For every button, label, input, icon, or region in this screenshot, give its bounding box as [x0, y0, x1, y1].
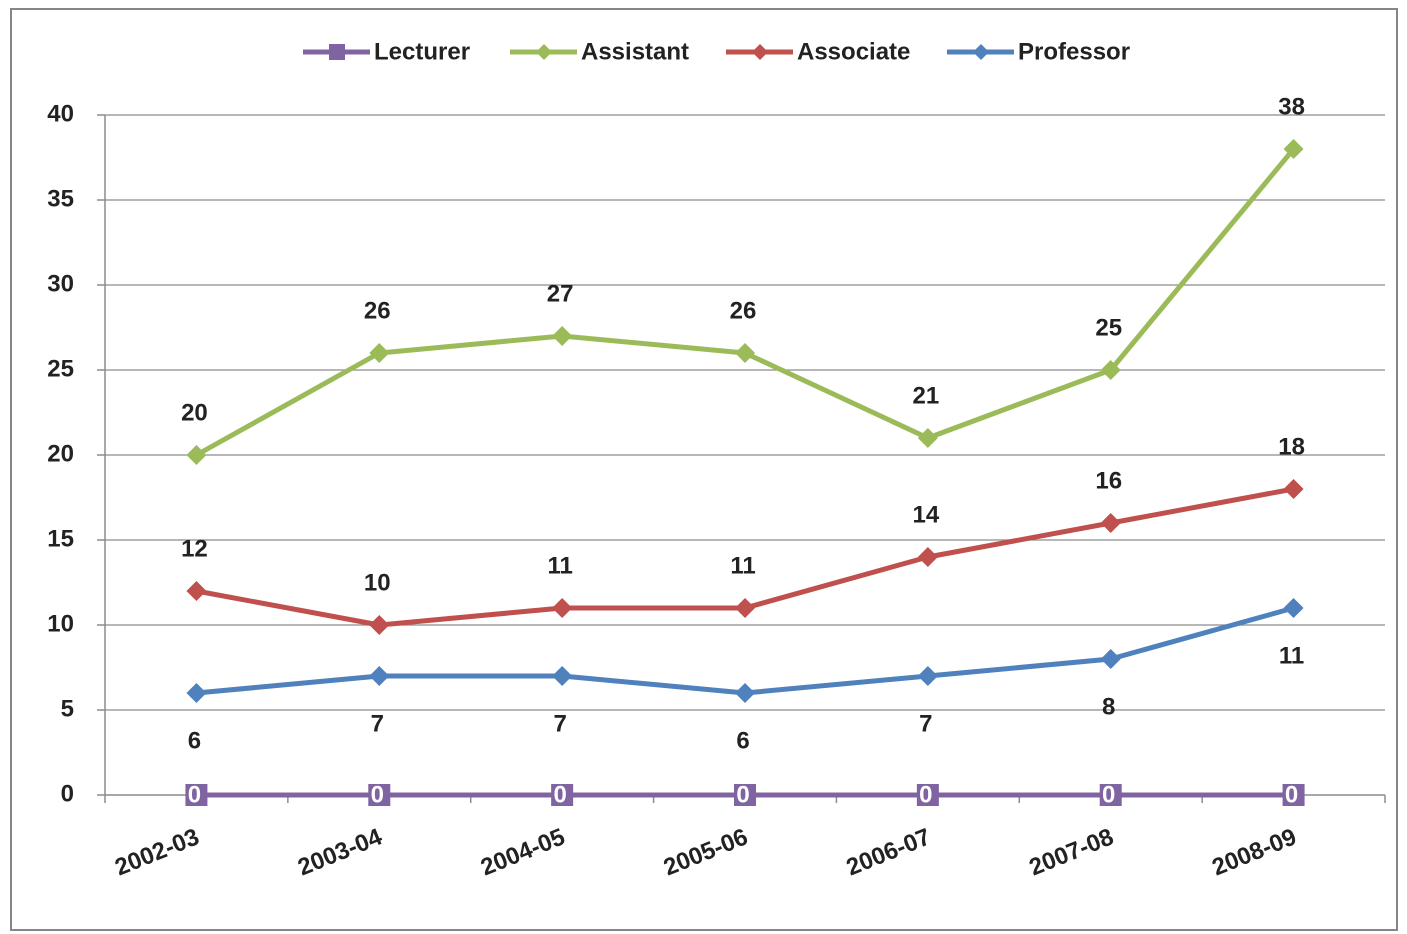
data-label: 27 — [547, 280, 574, 307]
legend-label: Professor — [1018, 38, 1130, 65]
data-label: 20 — [181, 399, 208, 426]
marker — [368, 784, 391, 806]
y-tick-label: 30 — [47, 270, 74, 297]
marker — [551, 784, 574, 806]
y-tick-label: 40 — [47, 100, 74, 127]
marker — [1283, 139, 1304, 159]
data-label: 8 — [1102, 693, 1115, 720]
data-label: 0 — [1102, 781, 1115, 808]
data-label: 7 — [553, 710, 566, 737]
marker — [1283, 598, 1304, 618]
marker — [916, 784, 939, 806]
marker — [1099, 784, 1122, 806]
marker — [735, 683, 755, 703]
data-label: 6 — [736, 727, 749, 754]
data-label: 18 — [1278, 433, 1305, 460]
marker — [1282, 784, 1305, 806]
marker — [369, 615, 390, 635]
legend-label: Lecturer — [374, 38, 470, 65]
data-label: 0 — [371, 781, 384, 808]
y-tick-label: 0 — [61, 780, 74, 807]
data-label: 26 — [364, 297, 391, 324]
data-label: 14 — [913, 501, 940, 528]
data-label: 21 — [913, 382, 940, 409]
data-label: 0 — [919, 781, 932, 808]
data-label: 0 — [736, 781, 749, 808]
data-label: 16 — [1095, 467, 1122, 494]
data-label: 11 — [1279, 642, 1304, 669]
marker — [917, 547, 938, 567]
data-label: 11 — [547, 552, 572, 579]
marker — [369, 343, 390, 363]
data-label: 6 — [188, 727, 201, 754]
data-label: 0 — [553, 781, 566, 808]
y-tick-label: 20 — [47, 440, 74, 467]
legend-label: Assistant — [581, 38, 689, 65]
y-tick-label: 5 — [61, 695, 74, 722]
marker — [917, 428, 938, 448]
marker — [1100, 649, 1121, 669]
marker — [552, 598, 573, 618]
y-tick-label: 15 — [47, 525, 74, 552]
data-label: 11 — [730, 552, 755, 579]
data-label: 0 — [1285, 781, 1298, 808]
data-label: 26 — [730, 297, 757, 324]
data-label: 12 — [181, 535, 208, 562]
data-label: 10 — [364, 569, 391, 596]
marker — [735, 343, 755, 363]
legend-marker — [973, 44, 989, 60]
marker — [734, 784, 756, 806]
y-tick-label: 10 — [47, 610, 74, 637]
data-label: 7 — [371, 710, 384, 737]
marker — [735, 598, 755, 618]
marker — [1100, 360, 1121, 380]
data-label: 0 — [188, 781, 201, 808]
data-label: 7 — [919, 710, 932, 737]
marker — [186, 445, 207, 465]
legend-label: Associate — [797, 38, 910, 65]
legend-marker — [329, 44, 345, 60]
marker — [1283, 479, 1304, 499]
data-label: 25 — [1095, 314, 1122, 341]
chart-border — [10, 8, 1398, 931]
marker — [186, 683, 207, 703]
data-label: 38 — [1278, 93, 1305, 120]
marker — [186, 581, 207, 601]
marker — [1100, 513, 1121, 533]
marker — [552, 666, 573, 686]
legend-marker — [752, 44, 768, 60]
marker — [369, 666, 390, 686]
marker — [552, 326, 573, 346]
legend-marker — [536, 44, 552, 60]
marker — [917, 666, 938, 686]
y-tick-label: 25 — [47, 355, 74, 382]
marker — [185, 784, 208, 806]
y-tick-label: 35 — [47, 185, 74, 212]
